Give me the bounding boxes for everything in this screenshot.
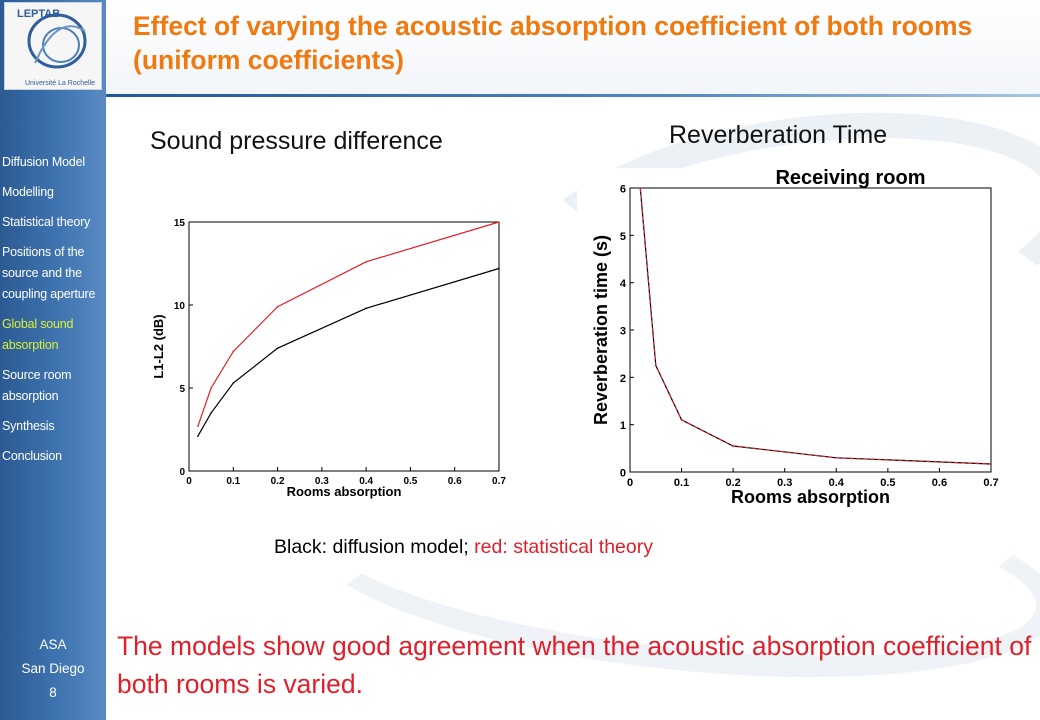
- x-axis-label: Rooms absorption: [287, 484, 402, 499]
- x-tick-label: 0.6: [932, 477, 947, 489]
- x-tick-label: 0.5: [880, 477, 895, 489]
- series-point: [835, 457, 838, 459]
- series-point: [232, 350, 235, 353]
- heading-reverberation-time: Reverberation Time: [669, 121, 888, 149]
- y-tick-label: 15: [174, 218, 186, 229]
- y-tick-label: 10: [174, 301, 186, 312]
- series-point: [276, 305, 279, 308]
- chart-reverberation-time: 0 0.1 0.2 0.3 0.4 0.5 0.6 0.7 0 1 2 3 4 5 6 Rooms absor…: [577, 167, 1004, 508]
- y-tick-label: 6: [620, 184, 626, 196]
- y-tick-label: 0: [179, 467, 185, 478]
- x-tick-label: 0.4: [829, 477, 845, 489]
- series-point: [232, 382, 235, 384]
- conclusion-text: The models show good agreement when the …: [117, 631, 1032, 699]
- nav-item-conclusion[interactable]: Conclusion: [2, 449, 62, 463]
- x-tick-label: 0: [627, 477, 633, 489]
- series-line-1: [197, 267, 500, 437]
- nav-item-statistical-theory[interactable]: Statistical theory: [2, 215, 91, 229]
- series-point: [210, 387, 212, 389]
- y-tick-label: 5: [179, 384, 185, 395]
- chart-svg-left: 0 0.1 0.2 0.3 0.4 0.5 0.6 0.7 0 5 10 15 Rooms absorp…: [151, 218, 506, 499]
- x-axis-label: Rooms absorption: [731, 487, 890, 507]
- x-tick-label: 0: [186, 476, 192, 487]
- chart-sound-pressure-difference: 0 0.1 0.2 0.3 0.4 0.5 0.6 0.7 0 5 10 15 Rooms absorp…: [147, 213, 512, 503]
- x-tick-label: 0.2: [271, 476, 285, 487]
- lepta-logo: LEPTAB Université La Rochelle: [4, 2, 102, 90]
- series-point: [498, 221, 500, 223]
- x-tick-label: 0.1: [674, 477, 689, 489]
- x-tick-label: 0.5: [403, 476, 417, 487]
- x-tick-label: 0.1: [226, 476, 240, 487]
- x-tick-label: 0.6: [448, 476, 462, 487]
- heading-sound-pressure-difference: Sound pressure difference: [150, 127, 443, 155]
- y-tick-label: 0: [620, 468, 626, 480]
- footer-conference: ASA: [39, 637, 67, 652]
- chart-caption: Black: diffusion model; red: statistical…: [274, 536, 653, 559]
- series-point: [276, 347, 279, 349]
- x-tick-label: 0.2: [725, 477, 740, 489]
- y-tick-label: 2: [620, 373, 626, 385]
- chart-title: Receiving room: [775, 168, 925, 189]
- header-divider: [106, 94, 1040, 97]
- series-point: [210, 412, 212, 414]
- nav-item-positions[interactable]: Positions of the source and the coupling…: [2, 245, 96, 301]
- series-line-2: [197, 221, 500, 427]
- series-point: [197, 425, 199, 427]
- nav-menu: Diffusion Model Modelling Statistical th…: [0, 152, 106, 467]
- logo-university-text: Université La Rochelle: [25, 80, 95, 87]
- series-point: [680, 419, 683, 421]
- y-axis-label: L1-L2 (dB): [151, 314, 166, 378]
- x-tick-label: 0.7: [492, 476, 506, 487]
- y-tick-label: 4: [620, 278, 627, 290]
- y-tick-label: 5: [620, 231, 626, 243]
- caption-red-part: red: statistical theory: [474, 536, 653, 558]
- x-tick-label: 0.7: [983, 477, 998, 489]
- footer-location: San Diego: [21, 661, 85, 676]
- footer: ASA San Diego 8: [0, 633, 106, 705]
- series-point: [990, 463, 992, 465]
- x-tick-label: 0.4: [359, 476, 373, 487]
- logo-vertical-text: LEPTAB: [17, 8, 60, 20]
- series-point: [732, 445, 734, 447]
- series-line-1: [639, 187, 992, 465]
- nav-item-global-sound-absorption[interactable]: Global sound absorption: [2, 317, 74, 352]
- nav-item-synthesis[interactable]: Synthesis: [2, 419, 55, 433]
- nav-item-modelling[interactable]: Modelling: [2, 185, 54, 199]
- header-band: [106, 0, 1040, 96]
- plot-frame: [188, 221, 500, 472]
- series-point: [197, 435, 199, 437]
- chart-svg-right: 0 0.1 0.2 0.3 0.4 0.5 0.6 0.7 0 1 2 3 4 5 6 Rooms absor…: [591, 167, 999, 507]
- plot-frame: [629, 187, 992, 473]
- sidebar: LEPTAB Université La Rochelle Diffusion …: [0, 0, 106, 720]
- series-point: [365, 307, 367, 310]
- x-tick-label: 0.3: [315, 476, 329, 487]
- nav-item-source-room-absorption[interactable]: Source room absorption: [2, 368, 72, 403]
- nav-item-diffusion-model[interactable]: Diffusion Model: [2, 155, 85, 169]
- series-line-2: [639, 187, 992, 465]
- caption-black-part: Black: diffusion model;: [274, 536, 475, 558]
- series-point: [639, 187, 642, 189]
- y-axis-label: Reverberation time (s): [591, 235, 611, 425]
- series-point: [498, 267, 500, 270]
- page-number: 8: [49, 685, 57, 700]
- slide-title: Effect of varying the acoustic absorptio…: [133, 11, 973, 75]
- y-tick-label: 3: [620, 326, 626, 338]
- y-tick-label: 1: [620, 420, 626, 432]
- x-tick-label: 0.3: [777, 477, 792, 489]
- series-point: [365, 261, 367, 263]
- series-point: [654, 364, 657, 367]
